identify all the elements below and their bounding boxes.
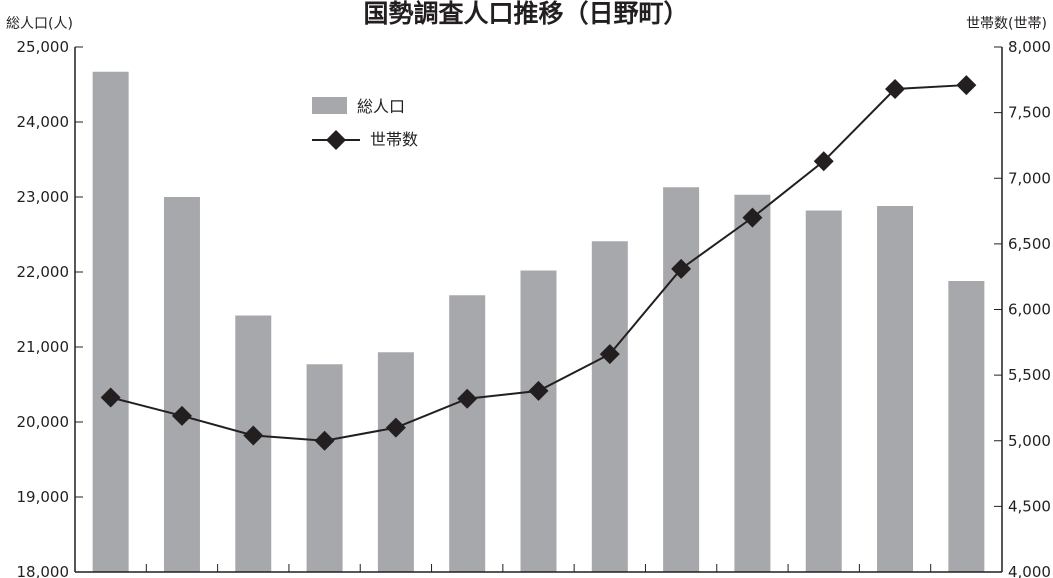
bar-total-population <box>948 281 985 572</box>
chart-axes <box>74 46 1003 573</box>
marker-households <box>457 388 478 409</box>
legend-label-population: 総人口 <box>357 97 405 116</box>
marker-households <box>671 258 692 279</box>
y-left-tick-label: 23,000 <box>17 188 70 206</box>
y-right-tick-label: 4,500 <box>1008 497 1051 515</box>
legend-label-households: 世帯数 <box>370 130 418 149</box>
y-left-tick-label: 25,000 <box>17 38 70 56</box>
marker-households <box>171 405 192 426</box>
y-right-tick-label: 6,500 <box>1008 235 1051 253</box>
y-right-axis-title: 世帯数(世帯) <box>966 16 1047 32</box>
y-left-axis-title: 総人口(人) <box>6 16 73 32</box>
marker-households <box>314 430 335 451</box>
y-right-tick-label: 4,000 <box>1008 563 1051 578</box>
bar-total-population <box>663 187 700 572</box>
marker-households <box>385 417 406 438</box>
bar-total-population <box>805 210 842 572</box>
y-left-tick-label: 18,000 <box>17 563 70 578</box>
y-right-tick-label: 6,000 <box>1008 301 1051 319</box>
chart-title: 国勢調査人口推移（日野町） <box>363 0 688 28</box>
bar-total-population <box>163 197 200 572</box>
bar-total-population <box>734 194 771 572</box>
marker-households <box>885 79 906 99</box>
y-left-tick-label: 19,000 <box>17 488 70 506</box>
marker-households <box>243 425 264 446</box>
bar-total-population <box>377 352 414 572</box>
legend-swatch-diamond <box>326 130 346 150</box>
y-right-tick-label: 8,000 <box>1008 38 1051 56</box>
y-right-tick-labels: 8,000 7,500 7,000 6,500 6,000 5,500 5,000 4,500… <box>1008 38 1051 578</box>
y-left-tick-label: 20,000 <box>17 413 70 431</box>
y-left-tick-labels: 25,000 24,000 23,000 22,000 21,000 20,000 19,0… <box>17 38 70 578</box>
bar-total-population <box>591 241 628 572</box>
legend-swatch-bar <box>312 97 347 114</box>
bar-total-population <box>449 295 486 572</box>
bar-total-population <box>877 206 914 572</box>
y-right-tick-label: 7,500 <box>1008 104 1051 122</box>
y-left-tick-label: 21,000 <box>17 338 70 356</box>
marker-households <box>742 207 763 228</box>
bar-total-population <box>92 71 129 572</box>
bar-total-population <box>520 270 557 572</box>
y-right-tick-label: 7,000 <box>1008 169 1051 187</box>
y-left-tick-label: 22,000 <box>17 263 70 281</box>
y-left-tick-label: 24,000 <box>17 113 70 131</box>
line-series <box>100 75 977 451</box>
y-right-tick-label: 5,500 <box>1008 366 1051 384</box>
bar-total-population <box>306 364 343 572</box>
legend: 総人口 世帯数 <box>312 97 418 150</box>
marker-households <box>528 380 549 401</box>
marker-households <box>956 75 977 96</box>
y-right-tick-label: 5,000 <box>1008 432 1051 450</box>
marker-households <box>599 344 620 365</box>
marker-households <box>100 387 121 408</box>
bar-series <box>92 71 985 572</box>
marker-households <box>813 151 834 172</box>
